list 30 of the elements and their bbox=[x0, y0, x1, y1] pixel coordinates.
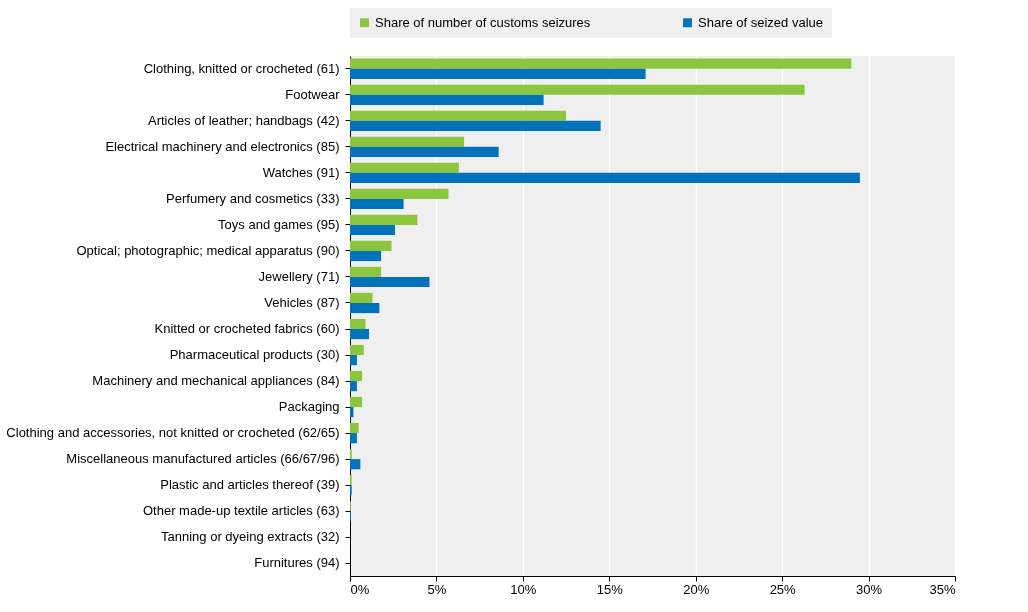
y-tick-label: Vehicles (87) bbox=[264, 294, 340, 310]
y-tick-label: Toys and games (95) bbox=[218, 216, 340, 232]
y-tick-label: Articles of leather; handbags (42) bbox=[148, 112, 340, 128]
legend-label: Share of number of customs seizures bbox=[375, 14, 591, 30]
y-tick-label: Packaging bbox=[278, 399, 340, 415]
y-tick-label: Furnitures (94) bbox=[254, 555, 340, 571]
y-tick-label: Perfumery and cosmetics (33) bbox=[166, 190, 340, 206]
x-tick-label: 0% bbox=[350, 581, 370, 597]
y-tick-label: Tanning or dyeing extracts (32) bbox=[161, 529, 340, 545]
y-tick-label: Other made-up textile articles (63) bbox=[142, 503, 340, 519]
x-tick-label: 5% bbox=[427, 581, 447, 597]
x-tick-label: 20% bbox=[683, 581, 710, 597]
y-tick-label: Jewellery (71) bbox=[258, 268, 340, 284]
y-tick-label: Knitted or crocheted fabrics (60) bbox=[154, 321, 340, 337]
x-tick-label: 35% bbox=[929, 581, 956, 597]
y-tick-label: Electrical machinery and electronics (85) bbox=[105, 138, 340, 154]
y-tick-label: Pharmaceutical products (30) bbox=[169, 347, 340, 363]
y-tick-label: Footwear bbox=[285, 86, 341, 102]
x-tick-label: 25% bbox=[769, 581, 797, 597]
legend-label: Share of seized value bbox=[698, 14, 824, 30]
y-tick-label: Clothing, knitted or crocheted (61) bbox=[143, 60, 340, 76]
x-tick-label: 10% bbox=[510, 581, 537, 597]
y-tick-label: Optical; photographic; medical apparatus (90) bbox=[76, 242, 340, 258]
x-tick-label: 15% bbox=[596, 581, 624, 597]
y-tick-label: Watches (91) bbox=[262, 164, 340, 180]
y-tick-label: Clothing and accessories, not knitted or crocheted (62/65) bbox=[6, 425, 340, 441]
y-tick-label: Plastic and articles thereof (39) bbox=[160, 477, 340, 493]
y-tick-label: Machinery and mechanical appliances (84) bbox=[92, 373, 340, 389]
x-tick-label: 30% bbox=[856, 581, 883, 597]
y-tick-label: Miscellaneous manufactured articles (66/67/96) bbox=[66, 451, 340, 467]
